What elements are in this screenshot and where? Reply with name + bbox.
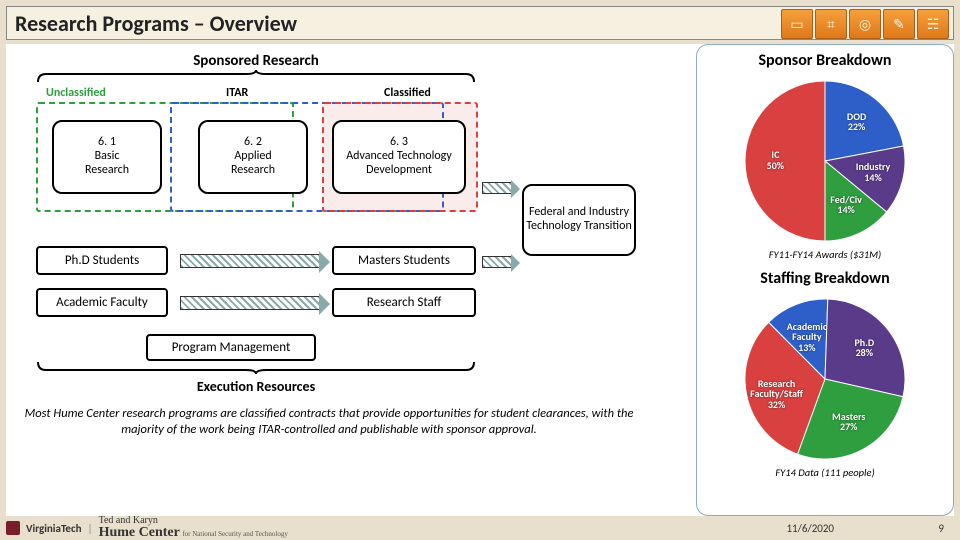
box-adv-tech-dev: 6. 3 Advanced Technology Development (332, 120, 466, 194)
book-icon: ▭ (781, 9, 813, 39)
sponsor-title: Sponsor Breakdown (697, 51, 953, 70)
execution-resources-label: Execution Resources (6, 378, 506, 395)
right-panel: Sponsor Breakdown IC50% DOD22% Industry14%… (696, 44, 954, 516)
chip-icon: ⌗ (815, 9, 847, 39)
faculty-box: Academic Faculty (36, 288, 168, 317)
hume-logo: Ted and Karyn Hume Center for National S… (99, 516, 288, 540)
pie-slice-label: Research Faculty/Staff32% (745, 379, 809, 411)
flow-row-faculty: Academic Faculty Research Staff (36, 288, 476, 317)
title-bar: Research Programs – Overview ▭ ⌗ ◎ ✎ ☵ (6, 6, 954, 40)
target-icon: ◎ (849, 9, 881, 39)
footer-page: 9 (938, 522, 944, 535)
box-basic-research: 6. 1 Basic Research (52, 120, 162, 194)
transition-text: Federal and Industry Technology Transiti… (524, 206, 634, 234)
box-num: 6. 3 (390, 136, 408, 150)
sponsor-caption: FY11-FY14 Awards ($31M) (697, 248, 953, 261)
box-num: 6. 1 (98, 136, 116, 150)
footer-date: 11/6/2020 (786, 522, 834, 535)
box-l2: Research (85, 164, 129, 178)
cat-unclassified: Unclassified (46, 86, 106, 100)
pie-slice-label: Masters27% (817, 412, 881, 433)
header-icon-strip: ▭ ⌗ ◎ ✎ ☵ (781, 9, 949, 39)
arrow-to-transition-1 (482, 182, 512, 194)
vt-text: VirginiaTech (26, 522, 81, 535)
box-num: 6. 2 (244, 136, 262, 150)
slide-caption: Most Hume Center research programs are c… (24, 406, 634, 439)
flow-row-students: Ph.D Students Masters Students (36, 246, 476, 275)
bridge-icon: ☵ (917, 9, 949, 39)
phd-box: Ph.D Students (36, 246, 168, 275)
pie-slice-label: Industry14% (841, 162, 905, 183)
pie-slice-label: Ph.D28% (832, 338, 896, 359)
hume-main: Hume Center (99, 525, 180, 540)
diagram-left: Sponsored Research Unclassified ITAR Cla… (6, 44, 654, 516)
staff-box: Research Staff (332, 288, 476, 317)
staffing-pie: Research Faculty/Staff32% Academic Facult… (740, 294, 910, 464)
arrow-faculty (180, 296, 320, 310)
cat-itar: ITAR (226, 86, 248, 100)
pie-slice-label: IC50% (743, 150, 807, 171)
draft-icon: ✎ (883, 9, 915, 39)
hume-sub: for National Security and Technology (182, 530, 288, 538)
transition-box: Federal and Industry Technology Transiti… (522, 184, 636, 256)
top-brace (36, 70, 476, 84)
pie-slice-label: Academic Faculty13% (775, 322, 839, 354)
box-l2: Research (231, 164, 275, 178)
sponsor-pie: IC50% DOD22% Industry14% Fed/Civ14% (740, 76, 910, 246)
staffing-caption: FY14 Data (111 people) (697, 466, 953, 479)
program-management-box: Program Management (146, 334, 316, 361)
box-l1: Applied (234, 150, 271, 164)
bottom-brace (36, 360, 476, 374)
box-l2: Development (366, 164, 432, 178)
vt-logo-icon (6, 521, 20, 535)
category-row: Unclassified ITAR Classified (6, 86, 506, 102)
footer-logo: VirginiaTech | Ted and Karyn Hume Center… (6, 516, 288, 540)
page-title: Research Programs – Overview (15, 10, 297, 37)
footer: VirginiaTech | Ted and Karyn Hume Center… (6, 518, 954, 538)
staffing-title: Staffing Breakdown (697, 269, 953, 288)
slide-content: Sponsored Research Unclassified ITAR Cla… (6, 44, 954, 516)
cat-classified: Classified (384, 86, 431, 100)
arrow-to-transition-2 (482, 256, 512, 268)
box-applied-research: 6. 2 Applied Research (198, 120, 308, 194)
sponsored-research-label: Sponsored Research (6, 52, 506, 70)
arrow-students (180, 254, 320, 268)
pie-slice-label: DOD22% (825, 112, 889, 133)
box-l1: Advanced Technology (346, 150, 452, 164)
box-l1: Basic (95, 150, 120, 164)
pie-slice-label: Fed/Civ14% (814, 195, 878, 216)
masters-box: Masters Students (332, 246, 476, 275)
